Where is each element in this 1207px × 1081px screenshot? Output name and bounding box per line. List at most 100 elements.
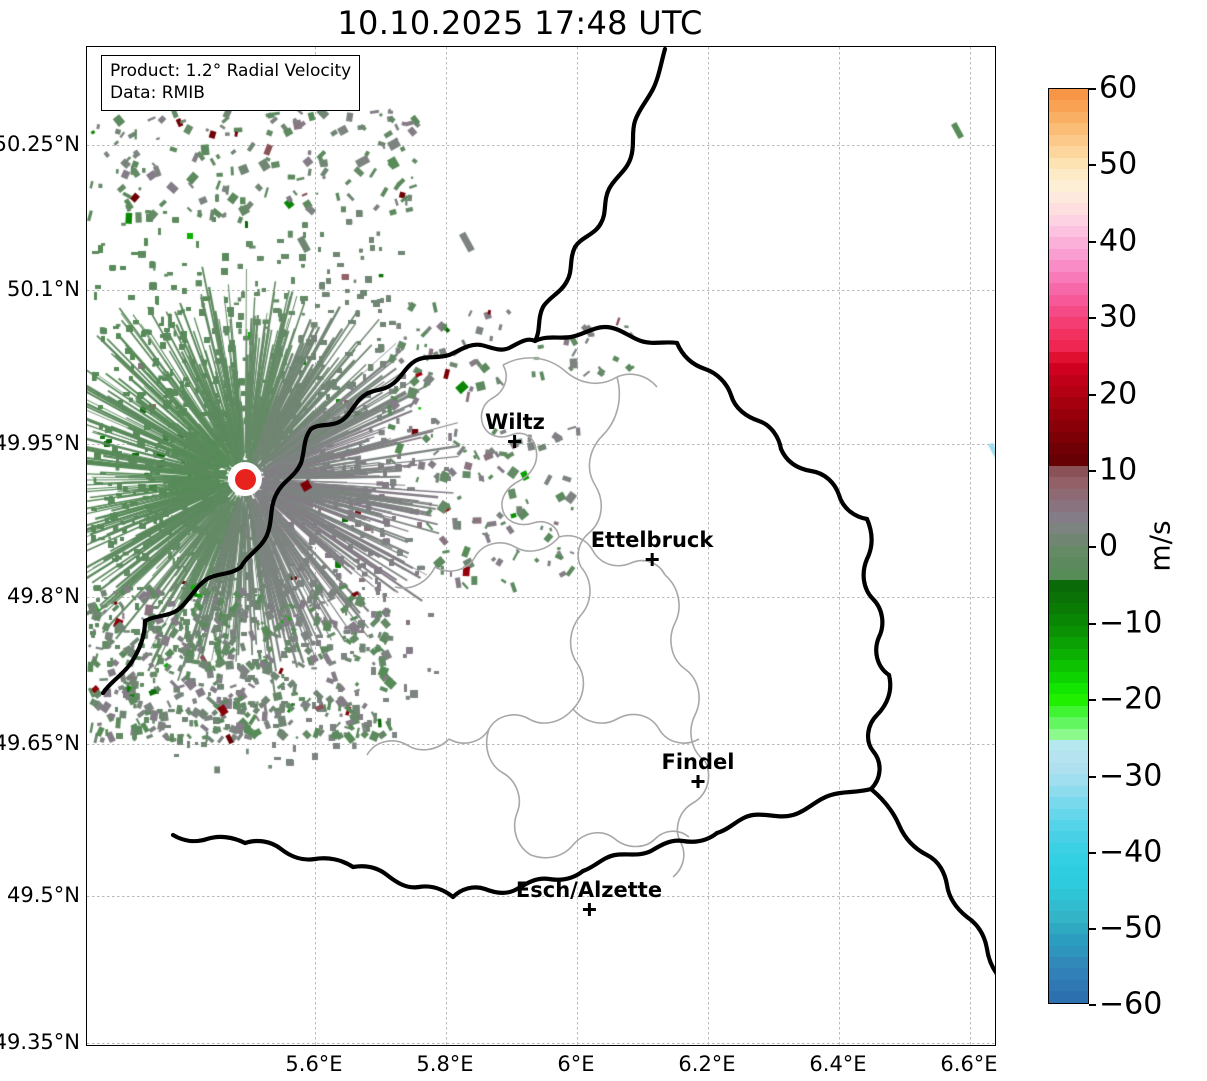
- colorbar-band: [1049, 671, 1088, 683]
- colorbar-band: [1049, 740, 1088, 752]
- page-title: 10.10.2025 17:48 UTC: [337, 4, 703, 42]
- colorbar-band: [1049, 180, 1088, 192]
- colorbar-band: [1049, 477, 1088, 489]
- colorbar-band: [1049, 168, 1088, 181]
- colorbar-band: [1049, 785, 1088, 798]
- x-axis-tick-label: 6.4°E: [809, 1052, 867, 1076]
- colorbar-band: [1049, 682, 1088, 695]
- colorbar-band: [1049, 568, 1088, 581]
- colorbar-tick-label: −60: [1099, 986, 1163, 1022]
- border-overlay: [100, 47, 995, 975]
- colorbar-tick-label: −10: [1099, 605, 1163, 641]
- colorbar-band: [1049, 123, 1088, 135]
- colorbar-band: [1049, 911, 1088, 923]
- colorbar-band: [1049, 454, 1088, 466]
- country-border: [100, 47, 995, 975]
- y-axis-tick-label: 49.5°N: [7, 883, 80, 907]
- radar-map-axes[interactable]: Wiltz Ettelbruck Findel Esch/Alzette Produc…: [86, 46, 996, 1046]
- colorbar-band: [1049, 431, 1088, 444]
- colorbar-tick-label: −30: [1099, 758, 1163, 794]
- colorbar-band: [1049, 306, 1088, 318]
- info-product-line: Product: 1.2° Radial Velocity: [110, 61, 352, 81]
- colorbar-band: [1049, 877, 1088, 889]
- colorbar-band: [1049, 602, 1088, 615]
- colorbar-gradient: [1049, 89, 1088, 1003]
- colorbar-tick-label: 40: [1099, 223, 1138, 259]
- radar-site-dot: [234, 468, 256, 490]
- colorbar-tick-mark: [1089, 88, 1096, 90]
- colorbar-tick-label: −40: [1099, 834, 1163, 870]
- colorbar-band: [1049, 294, 1088, 307]
- colorbar-band: [1049, 157, 1088, 169]
- colorbar-band: [1049, 397, 1088, 409]
- colorbar-band: [1049, 443, 1088, 455]
- colorbar-band: [1049, 614, 1088, 626]
- colorbar-tick-mark: [1089, 546, 1096, 548]
- colorbar-tick-mark: [1089, 164, 1096, 166]
- y-axis-tick-label: 50.1°N: [7, 277, 80, 301]
- colorbar-unit-label: m/s: [1143, 520, 1177, 572]
- x-axis-tick-label: 6.6°E: [940, 1052, 998, 1076]
- colorbar-tick-label: −20: [1099, 681, 1163, 717]
- colorbar-tick-mark: [1089, 317, 1096, 319]
- colorbar-band: [1049, 500, 1088, 512]
- info-data-line: Data: RMIB: [110, 83, 205, 104]
- colorbar-band: [1049, 831, 1088, 843]
- colorbar-tick-mark: [1089, 776, 1096, 778]
- x-axis-tick-label: 6.2°E: [678, 1052, 736, 1076]
- colorbar-band: [1049, 237, 1088, 249]
- map-inner: Wiltz Ettelbruck Findel Esch/Alzette Produc…: [87, 47, 995, 1045]
- colorbar-band: [1049, 260, 1088, 272]
- colorbar-band: [1049, 214, 1088, 227]
- colorbar-tick-label: 10: [1099, 452, 1138, 488]
- colorbar-band: [1049, 591, 1088, 603]
- y-axis-tick-label: 50.25°N: [0, 132, 80, 156]
- colorbar-band: [1049, 751, 1088, 763]
- colorbar-band: [1049, 465, 1088, 478]
- colorbar-tick-mark: [1089, 1004, 1096, 1006]
- colorbar-band: [1049, 134, 1088, 147]
- colorbar-band: [1049, 511, 1088, 524]
- colorbar-band: [1049, 865, 1088, 878]
- colorbar-tick-label: 30: [1099, 299, 1138, 335]
- canton-borders: [366, 357, 710, 878]
- colorbar-band: [1049, 842, 1088, 855]
- colorbar-band: [1049, 854, 1088, 866]
- colorbar-band: [1049, 637, 1088, 649]
- colorbar-tick-label: 20: [1099, 376, 1138, 412]
- colorbar-band: [1049, 899, 1088, 912]
- colorbar-tick-label: −50: [1099, 910, 1163, 946]
- colorbar-band: [1049, 283, 1088, 295]
- colorbar-band: [1049, 934, 1088, 946]
- colorbar-tick-label: 50: [1099, 146, 1138, 182]
- colorbar-band: [1049, 111, 1088, 124]
- colorbar-band: [1049, 945, 1088, 958]
- colorbar-band: [1049, 648, 1088, 661]
- colorbar-band: [1049, 408, 1088, 421]
- colorbar-tick-mark: [1089, 928, 1096, 930]
- radar-site-marker: [228, 462, 262, 496]
- colorbar-band: [1049, 340, 1088, 352]
- colorbar-band: [1049, 374, 1088, 386]
- colorbar-band: [1049, 717, 1088, 729]
- colorbar-band: [1049, 420, 1088, 432]
- colorbar-tick-mark: [1089, 470, 1096, 472]
- colorbar-band: [1049, 625, 1088, 638]
- colorbar-band: [1049, 317, 1088, 329]
- colorbar-band: [1049, 580, 1088, 592]
- colorbar[interactable]: [1048, 88, 1089, 1004]
- colorbar-tick-label: 60: [1099, 70, 1138, 106]
- colorbar-band: [1049, 248, 1088, 261]
- colorbar-tick-mark: [1089, 699, 1096, 701]
- colorbar-band: [1049, 191, 1088, 204]
- colorbar-band: [1049, 271, 1088, 284]
- colorbar-band: [1049, 991, 1088, 1003]
- colorbar-band: [1049, 545, 1088, 558]
- y-axis-tick-label: 49.35°N: [0, 1030, 80, 1054]
- colorbar-band: [1049, 100, 1088, 112]
- colorbar-band: [1049, 957, 1088, 969]
- colorbar-band: [1049, 705, 1088, 718]
- colorbar-band: [1049, 146, 1088, 158]
- colorbar-band: [1049, 728, 1088, 741]
- colorbar-band: [1049, 557, 1088, 569]
